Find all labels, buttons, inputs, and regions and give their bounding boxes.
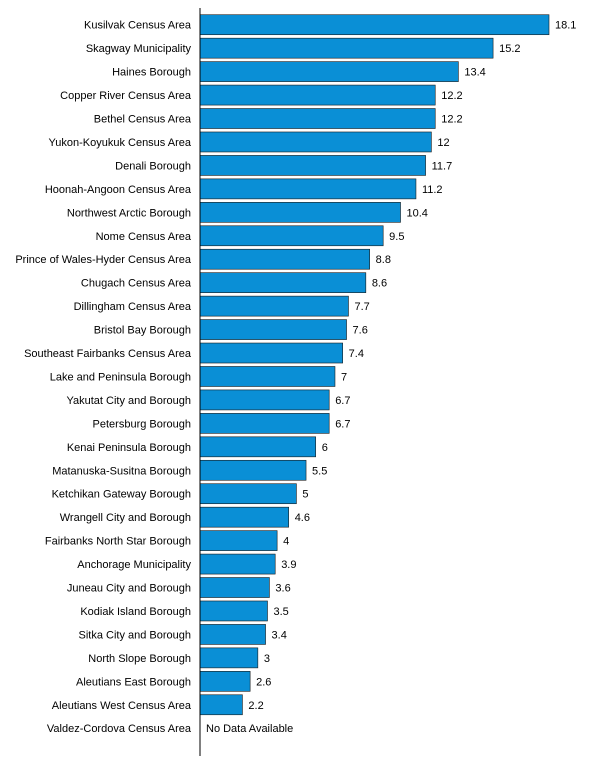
category-label: Nome Census Area xyxy=(96,231,192,243)
value-label: 6 xyxy=(322,442,328,454)
bar xyxy=(199,319,347,340)
category-label: Kodiak Island Borough xyxy=(80,606,191,618)
value-label: 3.6 xyxy=(275,583,290,595)
category-label: Yakutat City and Borough xyxy=(66,395,191,407)
category-label: Aleutians East Borough xyxy=(76,676,191,688)
value-label: 8.8 xyxy=(376,254,391,266)
bars xyxy=(199,14,550,716)
value-label: 4.6 xyxy=(295,512,310,524)
bar xyxy=(199,248,370,270)
bar xyxy=(199,366,336,387)
category-label: Wrangell City and Borough xyxy=(60,512,191,524)
value-label: 18.1 xyxy=(555,20,576,32)
value-label: 2.2 xyxy=(248,700,263,712)
value-label: 2.6 xyxy=(256,676,271,688)
bar xyxy=(199,600,268,622)
no-data-label: No Data Available xyxy=(206,723,293,735)
value-labels: 18.115.213.412.212.21211.711.210.49.58.8… xyxy=(206,20,576,735)
category-label: Northwest Arctic Borough xyxy=(67,207,191,219)
value-label: 3 xyxy=(264,653,270,665)
category-label: Anchorage Municipality xyxy=(77,559,191,571)
value-label: 11.7 xyxy=(432,160,453,172)
bar xyxy=(199,84,436,106)
bar xyxy=(199,178,417,200)
category-label: Bethel Census Area xyxy=(94,114,192,126)
bar xyxy=(199,342,343,364)
value-label: 8.6 xyxy=(372,278,387,290)
value-label: 15.2 xyxy=(499,43,520,55)
category-label: Fairbanks North Star Borough xyxy=(45,536,191,548)
category-label: Bristol Bay Borough xyxy=(94,325,191,337)
category-label: Kenai Peninsula Borough xyxy=(67,442,191,454)
value-label: 13.4 xyxy=(464,67,485,79)
category-label: Southeast Fairbanks Census Area xyxy=(24,348,192,360)
bar xyxy=(199,108,436,129)
bar xyxy=(199,530,278,551)
bar xyxy=(199,295,349,317)
bar xyxy=(199,483,297,505)
value-label: 10.4 xyxy=(407,207,428,219)
bar xyxy=(199,14,550,36)
bar xyxy=(199,61,459,82)
bar xyxy=(199,225,384,247)
value-label: 3.5 xyxy=(273,606,288,618)
category-label: Aleutians West Census Area xyxy=(52,700,192,712)
value-label: 3.4 xyxy=(272,629,287,641)
bar xyxy=(199,413,330,434)
value-label: 7.6 xyxy=(353,325,368,337)
value-label: 7 xyxy=(341,371,347,383)
value-label: 11.2 xyxy=(422,184,443,196)
category-label: Kusilvak Census Area xyxy=(84,20,192,32)
bar xyxy=(199,202,401,223)
value-label: 6.7 xyxy=(335,418,350,430)
category-label: North Slope Borough xyxy=(88,653,191,665)
bar xyxy=(199,577,270,598)
bar xyxy=(199,553,276,575)
category-label: Yukon-Koyukuk Census Area xyxy=(49,137,192,149)
category-label: Valdez-Cordova Census Area xyxy=(47,723,192,735)
bar xyxy=(199,671,251,692)
category-label: Petersburg Borough xyxy=(93,418,191,430)
category-labels: Kusilvak Census Area Skagway Municipality… xyxy=(15,20,192,735)
category-label: Ketchikan Gateway Borough xyxy=(52,489,191,501)
bar xyxy=(199,647,259,669)
category-label: Chugach Census Area xyxy=(81,278,192,290)
category-label: Juneau City and Borough xyxy=(67,583,191,595)
value-label: 9.5 xyxy=(389,231,404,243)
category-label: Copper River Census Area xyxy=(60,90,192,102)
category-label: Prince of Wales-Hyder Census Area xyxy=(15,254,192,266)
value-label: 6.7 xyxy=(335,395,350,407)
value-label: 7.7 xyxy=(354,301,369,313)
category-label: Haines Borough xyxy=(112,67,191,79)
value-label: 12 xyxy=(437,137,449,149)
category-label: Matanuska-Susitna Borough xyxy=(52,465,191,477)
category-label: Lake and Peninsula Borough xyxy=(50,371,191,383)
category-label: Sitka City and Borough xyxy=(78,629,191,641)
bar xyxy=(199,131,432,153)
value-label: 5.5 xyxy=(312,465,327,477)
bar xyxy=(199,694,243,716)
bar xyxy=(199,272,367,293)
bar xyxy=(199,624,266,645)
value-label: 12.2 xyxy=(441,90,462,102)
bar xyxy=(199,436,316,458)
value-label: 3.9 xyxy=(281,559,296,571)
category-label: Dillingham Census Area xyxy=(74,301,192,313)
category-label: Denali Borough xyxy=(115,160,191,172)
value-label: 7.4 xyxy=(349,348,364,360)
bar xyxy=(199,389,330,411)
value-label: 4 xyxy=(283,536,289,548)
bar xyxy=(199,506,289,528)
value-label: 12.2 xyxy=(441,114,462,126)
bar xyxy=(199,37,494,59)
bar xyxy=(199,459,307,481)
bar xyxy=(199,155,426,176)
category-label: Hoonah-Angoon Census Area xyxy=(45,184,192,196)
category-label: Skagway Municipality xyxy=(86,43,192,55)
value-label: 5 xyxy=(302,489,308,501)
